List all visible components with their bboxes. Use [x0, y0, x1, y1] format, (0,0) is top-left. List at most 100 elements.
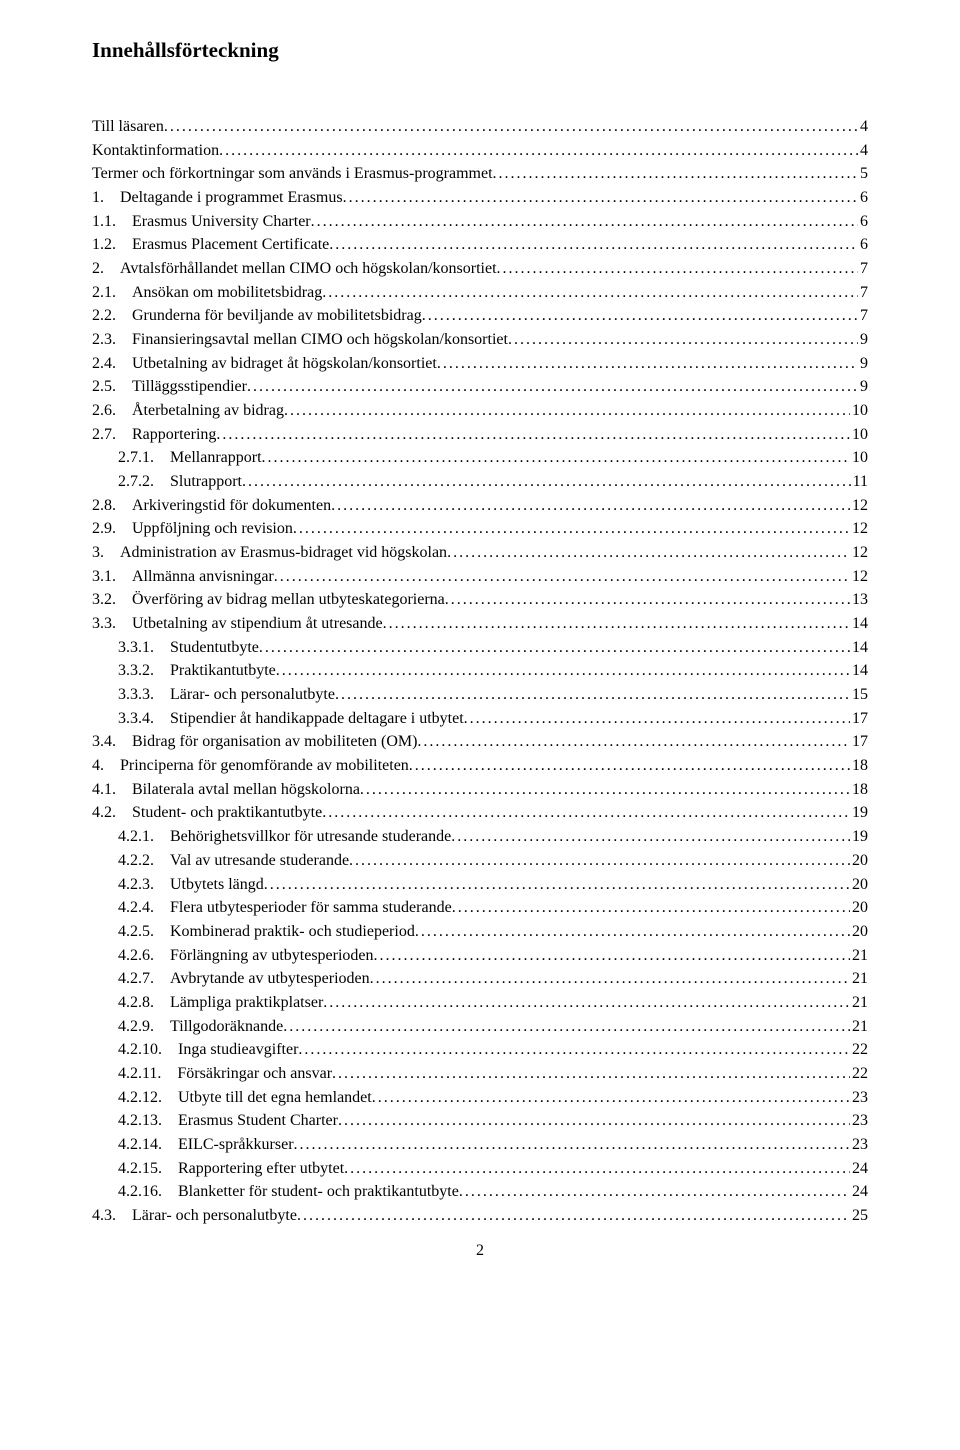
toc-entry-page: 13: [850, 588, 868, 612]
toc-leader: [464, 707, 850, 731]
toc-entry-page: 15: [850, 683, 868, 707]
toc-leader: [322, 281, 858, 305]
toc-entry: 2.8. Arkiveringstid för dokumenten12: [92, 494, 868, 518]
toc-entry-label: 4.2.7. Avbrytande av utbytesperioden: [118, 967, 370, 991]
toc-entry: 4.2. Student- och praktikantutbyte19: [92, 801, 868, 825]
toc-entry-page: 24: [850, 1157, 868, 1181]
toc-entry-page: 21: [850, 1015, 868, 1039]
toc-leader: [322, 801, 850, 825]
toc-leader: [259, 636, 850, 660]
toc-entry: 3. Administration av Erasmus-bidraget vi…: [92, 541, 868, 565]
toc-entry-label: 4.2.13. Erasmus Student Charter: [118, 1109, 338, 1133]
toc-leader: [415, 920, 850, 944]
toc-entry-page: 9: [858, 352, 868, 376]
toc-entry-label: 1.2. Erasmus Placement Certificate: [92, 233, 329, 257]
toc-entry: 3.3. Utbetalning av stipendium åt utresa…: [92, 612, 868, 636]
toc-entry: 3.1. Allmänna anvisningar 12: [92, 565, 868, 589]
toc-entry: 4.2.4. Flera utbytesperioder för samma s…: [92, 896, 868, 920]
toc-leader: [374, 944, 850, 968]
toc-leader: [293, 517, 850, 541]
toc-entry-page: 14: [850, 636, 868, 660]
toc-entry-page: 9: [858, 328, 868, 352]
toc-leader: [417, 730, 850, 754]
toc-entry: 4.2.7. Avbrytande av utbytesperioden 21: [92, 967, 868, 991]
toc-entry-page: 17: [850, 730, 868, 754]
toc-entry: 2.5. Tilläggsstipendier9: [92, 375, 868, 399]
toc-leader: [323, 991, 850, 1015]
toc-entry-label: 2.5. Tilläggsstipendier: [92, 375, 247, 399]
toc-leader: [445, 588, 850, 612]
toc-entry-label: 2.3. Finansieringsavtal mellan CIMO och …: [92, 328, 508, 352]
toc-leader: [459, 1180, 850, 1204]
toc-entry-label: 2.6. Återbetalning av bidrag: [92, 399, 284, 423]
toc-leader: [349, 849, 850, 873]
toc-entry-page: 20: [850, 920, 868, 944]
page-title: Innehållsförteckning: [92, 38, 868, 63]
toc-entry-page: 22: [850, 1038, 868, 1062]
toc-entry-label: 3.4. Bidrag för organisation av mobilite…: [92, 730, 417, 754]
toc-entry-label: 3.3.1. Studentutbyte: [118, 636, 259, 660]
toc-entry-page: 25: [850, 1204, 868, 1228]
toc-entry: 4.2.14. EILC-språkkurser23: [92, 1133, 868, 1157]
toc-entry-page: 7: [858, 304, 868, 328]
toc-leader: [274, 565, 850, 589]
toc-entry-label: 3.3.3. Lärar- och personalutbyte: [118, 683, 335, 707]
toc-entry: 4.2.16. Blanketter för student- och prak…: [92, 1180, 868, 1204]
toc-entry-page: 18: [850, 754, 868, 778]
toc-entry: 4.2.6. Förlängning av utbytesperioden 21: [92, 944, 868, 968]
toc-entry-page: 20: [850, 896, 868, 920]
toc-leader: [372, 1086, 850, 1110]
toc-leader: [508, 328, 858, 352]
toc-entry: 4. Principerna för genomförande av mobil…: [92, 754, 868, 778]
toc-leader: [497, 257, 858, 281]
toc-leader: [298, 1038, 850, 1062]
toc-leader: [447, 541, 850, 565]
toc-entry-label: 4.2. Student- och praktikantutbyte: [92, 801, 322, 825]
toc-entry-page: 23: [850, 1133, 868, 1157]
toc-entry-label: 3.3.2. Praktikantutbyte: [118, 659, 276, 683]
toc-entry-label: 3.2. Överföring av bidrag mellan utbytes…: [92, 588, 445, 612]
toc-entry-page: 19: [850, 825, 868, 849]
toc-entry-page: 20: [850, 849, 868, 873]
page-number: 2: [92, 1242, 868, 1260]
toc-entry: 3.3.1. Studentutbyte 14: [92, 636, 868, 660]
toc-entry: 1. Deltagande i programmet Erasmus6: [92, 186, 868, 210]
toc-entry-label: 3.1. Allmänna anvisningar: [92, 565, 274, 589]
toc-entry-label: 2.7.1. Mellanrapport: [118, 446, 262, 470]
document-page: Innehållsförteckning Till läsaren4Kontak…: [0, 0, 960, 1450]
toc-entry: Kontaktinformation4: [92, 139, 868, 163]
toc-entry: 2. Avtalsförhållandet mellan CIMO och hö…: [92, 257, 868, 281]
toc-entry: 4.3. Lärar- och personalutbyte 25: [92, 1204, 868, 1228]
toc-entry-page: 22: [850, 1062, 868, 1086]
toc-entry: 4.2.11. Försäkringar och ansvar22: [92, 1062, 868, 1086]
toc-entry: Till läsaren4: [92, 115, 868, 139]
toc-leader: [216, 423, 850, 447]
toc-entry: 3.3.4. Stipendier åt handikappade deltag…: [92, 707, 868, 731]
toc-entry: 2.9. Uppföljning och revision12: [92, 517, 868, 541]
toc-entry-label: Termer och förkortningar som används i E…: [92, 162, 493, 186]
toc-entry-page: 7: [858, 257, 868, 281]
toc-entry-page: 12: [850, 565, 868, 589]
toc-leader: [452, 896, 850, 920]
toc-entry: 4.2.1. Behörighetsvillkor för utresande …: [92, 825, 868, 849]
toc-entry: Termer och förkortningar som används i E…: [92, 162, 868, 186]
toc-entry: 2.1. Ansökan om mobilitetsbidrag7: [92, 281, 868, 305]
toc-entry-label: 2.1. Ansökan om mobilitetsbidrag: [92, 281, 322, 305]
toc-entry-page: 21: [850, 944, 868, 968]
toc-leader: [247, 375, 858, 399]
toc-entry: 2.3. Finansieringsavtal mellan CIMO och …: [92, 328, 868, 352]
toc-entry-label: 4.3. Lärar- och personalutbyte: [92, 1204, 297, 1228]
toc-entry: 4.2.3. Utbytets längd20: [92, 873, 868, 897]
toc-entry: 4.2.12. Utbyte till det egna hemlandet23: [92, 1086, 868, 1110]
toc-leader: [242, 470, 851, 494]
toc-entry-label: 4.2.8. Lämpliga praktikplatser: [118, 991, 323, 1015]
toc-entry-label: 4.2.6. Förlängning av utbytesperioden: [118, 944, 374, 968]
toc-entry-label: 4.2.3. Utbytets längd: [118, 873, 264, 897]
toc-entry-label: 4.2.12. Utbyte till det egna hemlandet: [118, 1086, 372, 1110]
toc-entry: 4.2.2. Val av utresande studerande20: [92, 849, 868, 873]
toc-entry-label: 4.2.9. Tillgodoräknande: [118, 1015, 283, 1039]
toc-entry-page: 18: [850, 778, 868, 802]
toc-leader: [284, 399, 850, 423]
toc-entry-page: 21: [850, 967, 868, 991]
toc-entry-label: 3.3.4. Stipendier åt handikappade deltag…: [118, 707, 464, 731]
